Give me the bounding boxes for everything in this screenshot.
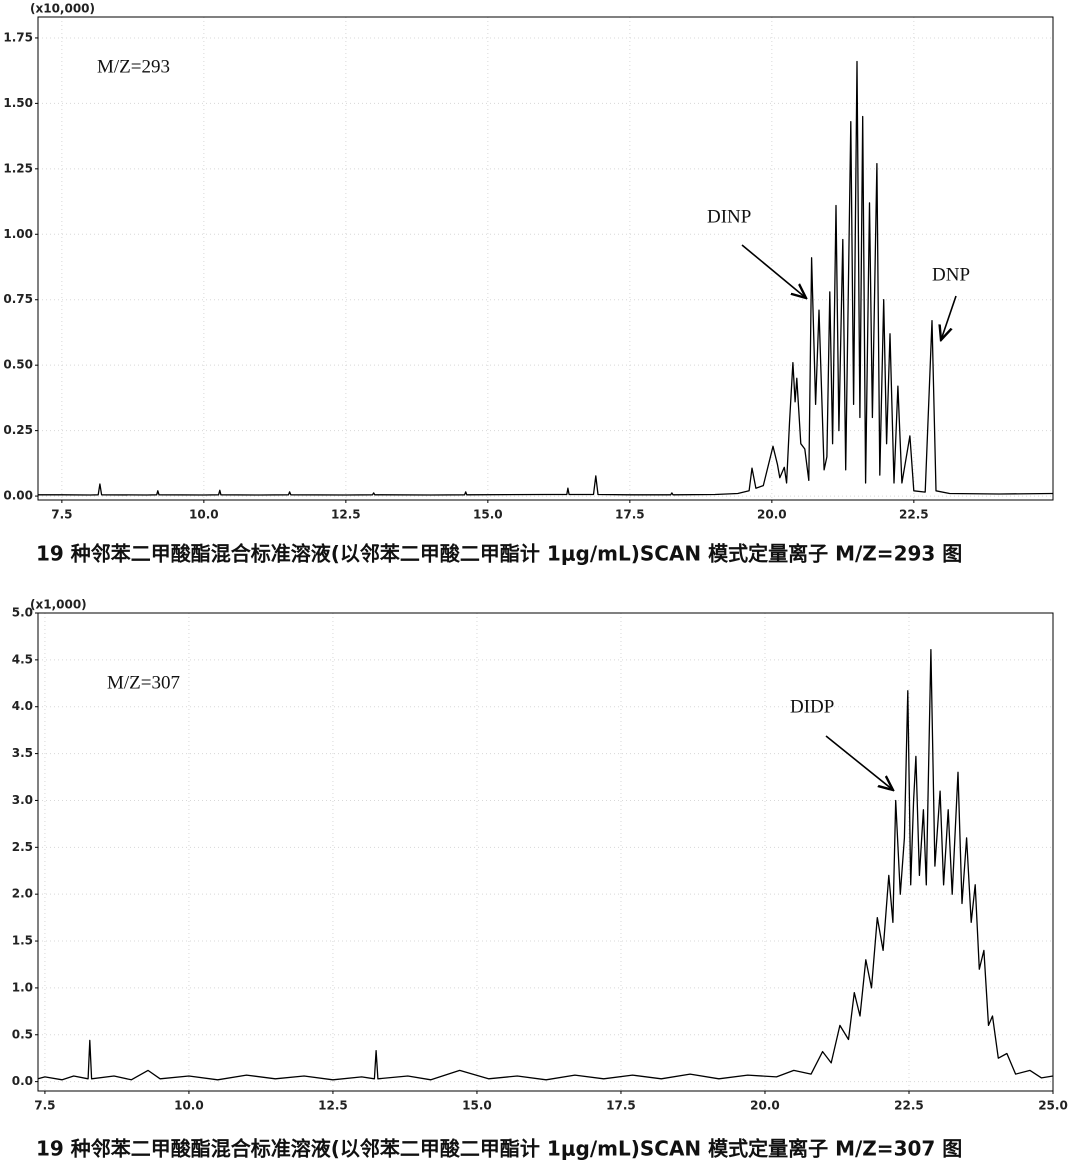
x-tick-label: 10.0	[174, 1099, 204, 1113]
annotation-arrow	[825, 735, 893, 790]
x-tick-label: 25.0	[1038, 1099, 1068, 1113]
x-tick-label: 22.5	[899, 508, 929, 522]
y-tick-label: 1.50	[3, 96, 33, 110]
y-scale-label: (x1,000)	[30, 598, 87, 612]
x-tick-label: 20.0	[750, 1099, 780, 1113]
x-tick-label: 7.5	[51, 508, 72, 522]
annotation: M/Z=293	[97, 56, 170, 77]
x-tick-label: 10.0	[189, 508, 219, 522]
x-tick-label: 7.5	[34, 1099, 55, 1113]
x-tick-label: 12.5	[318, 1099, 348, 1113]
caption: 19 种邻苯二甲酸酯混合标准溶液(以邻苯二甲酸二甲酯计 1μg/mL)SCAN …	[36, 1137, 962, 1161]
trace	[37, 648, 1054, 1081]
y-tick-label: 2.5	[12, 840, 33, 854]
y-scale-label: (x10,000)	[30, 2, 95, 16]
y-tick-label: 4.5	[12, 652, 33, 666]
annotation-arrow	[741, 244, 806, 298]
x-tick-label: 17.5	[615, 508, 645, 522]
y-tick-label: 3.5	[12, 746, 33, 760]
y-tick-label: 0.5	[12, 1027, 33, 1041]
y-tick-label: 1.75	[3, 30, 33, 44]
y-tick-label: 0.0	[12, 1074, 33, 1088]
annotation: DIDP	[790, 696, 834, 717]
x-tick-label: 20.0	[757, 508, 787, 522]
annotation: M/Z=307	[107, 672, 180, 693]
y-tick-label: 4.0	[12, 699, 33, 713]
y-tick-label: 0.00	[3, 489, 33, 503]
y-tick-label: 2.0	[12, 887, 33, 901]
x-tick-label: 15.0	[473, 508, 503, 522]
trace	[38, 60, 1054, 496]
y-tick-label: 0.50	[3, 358, 33, 372]
y-tick-label: 3.0	[12, 793, 33, 807]
x-tick-label: 22.5	[894, 1099, 924, 1113]
y-tick-label: 5.0	[12, 606, 33, 620]
annotation: DINP	[707, 206, 751, 227]
annotation-arrow	[941, 295, 957, 340]
y-tick-label: 1.00	[3, 227, 33, 241]
annotation: DNP	[932, 264, 970, 285]
x-tick-label: 12.5	[331, 508, 361, 522]
plot-frame	[37, 16, 1054, 501]
y-tick-label: 1.25	[3, 161, 33, 175]
y-tick-label: 0.25	[3, 423, 33, 437]
plot-frame	[37, 612, 1054, 1092]
caption: 19 种邻苯二甲酸酯混合标准溶液(以邻苯二甲酸二甲酯计 1μg/mL)SCAN …	[36, 542, 962, 566]
y-tick-label: 1.5	[12, 934, 33, 948]
y-tick-label: 1.0	[12, 980, 33, 994]
x-tick-label: 15.0	[462, 1099, 492, 1113]
x-tick-label: 17.5	[606, 1099, 636, 1113]
y-tick-label: 0.75	[3, 292, 33, 306]
